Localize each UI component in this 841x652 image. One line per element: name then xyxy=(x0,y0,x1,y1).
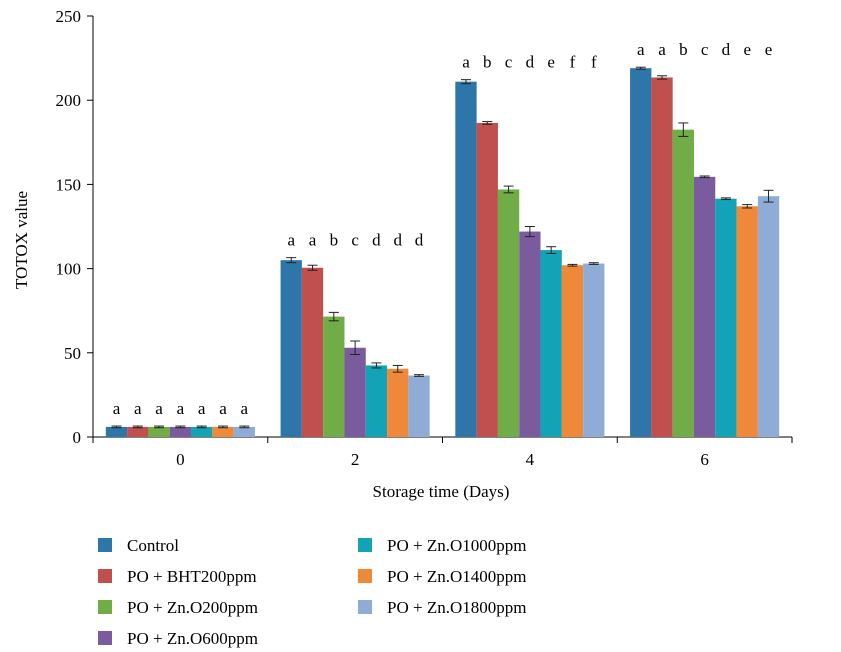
bar xyxy=(212,426,234,437)
bar xyxy=(233,426,255,437)
significance-label: a xyxy=(198,399,206,418)
bar xyxy=(365,365,388,437)
legend-label: PO + Zn.O1800ppm xyxy=(387,598,526,617)
bar xyxy=(497,189,520,437)
x-tick-label: 2 xyxy=(351,450,360,469)
bar xyxy=(519,231,541,437)
bar xyxy=(301,267,324,437)
y-tick-label: 0 xyxy=(73,428,82,447)
bar xyxy=(540,250,562,437)
bar xyxy=(148,426,170,437)
legend-label: Control xyxy=(127,536,179,555)
y-tick-label: 100 xyxy=(56,260,82,279)
bar xyxy=(561,265,584,437)
bar xyxy=(169,426,192,437)
significance-label: d xyxy=(372,231,381,250)
legend-swatch xyxy=(358,538,372,552)
legend-label: PO + Zn.O1000ppm xyxy=(387,536,526,555)
y-tick-label: 150 xyxy=(56,175,82,194)
bar xyxy=(715,198,737,437)
legend-swatch xyxy=(98,569,112,583)
significance-label: a xyxy=(658,40,666,59)
legend-label: PO + Zn.O600ppm xyxy=(127,629,258,648)
significance-label: e xyxy=(765,40,773,59)
bar xyxy=(387,368,409,437)
significance-label: a xyxy=(462,53,470,72)
significance-label: a xyxy=(113,399,121,418)
significance-label: a xyxy=(241,399,249,418)
legend-swatch xyxy=(358,569,372,583)
significance-label: a xyxy=(219,399,227,418)
legend-label: PO + Zn.O1400ppm xyxy=(387,567,526,586)
significance-label: e xyxy=(547,53,555,72)
significance-label: d xyxy=(722,40,731,59)
legend-swatch xyxy=(98,538,112,552)
bar xyxy=(191,426,213,437)
significance-label: b xyxy=(483,53,492,72)
legend-label: PO + Zn.O200ppm xyxy=(127,598,258,617)
significance-label: a xyxy=(287,231,295,250)
legend-label: PO + BHT200ppm xyxy=(127,567,257,586)
y-tick-label: 250 xyxy=(56,7,82,26)
bar xyxy=(323,316,345,437)
bar xyxy=(408,375,430,437)
legend-swatch xyxy=(98,631,112,645)
bar xyxy=(476,122,498,438)
significance-label: a xyxy=(134,399,142,418)
x-axis-title: Storage time (Days) xyxy=(373,482,510,501)
significance-label: d xyxy=(415,231,424,250)
significance-label: b xyxy=(330,231,339,250)
bar xyxy=(757,196,780,437)
bar xyxy=(630,68,652,437)
legend: Control PO + BHT200ppm PO + Zn.O200ppm PO +… xyxy=(98,536,526,648)
significance-label: d xyxy=(526,53,535,72)
significance-label: c xyxy=(351,231,359,250)
bar xyxy=(736,206,758,437)
bar xyxy=(693,176,716,437)
x-tick-label: 4 xyxy=(526,450,535,469)
significance-label: d xyxy=(393,231,402,250)
bar xyxy=(105,426,128,437)
significance-label: c xyxy=(701,40,709,59)
significance-label: e xyxy=(743,40,751,59)
significance-label: a xyxy=(637,40,645,59)
y-tick-label: 50 xyxy=(64,344,81,363)
bar xyxy=(455,81,477,438)
significance-label: a xyxy=(177,399,185,418)
significance-label: f xyxy=(591,53,597,72)
bar xyxy=(651,77,673,437)
significance-label: f xyxy=(570,53,576,72)
x-tick-label: 6 xyxy=(700,450,709,469)
x-tick-label: 0 xyxy=(176,450,185,469)
significance-label: c xyxy=(505,53,513,72)
y-tick-label: 200 xyxy=(56,91,82,110)
significance-label: b xyxy=(679,40,688,59)
significance-label: a xyxy=(309,231,317,250)
y-axis-title: TOTOX value xyxy=(12,191,31,289)
bar xyxy=(344,347,366,437)
bar xyxy=(280,260,302,437)
bar xyxy=(672,129,694,438)
bar xyxy=(127,426,149,437)
bar xyxy=(583,263,605,437)
legend-swatch xyxy=(358,600,372,614)
significance-label: a xyxy=(155,399,163,418)
legend-swatch xyxy=(98,600,112,614)
